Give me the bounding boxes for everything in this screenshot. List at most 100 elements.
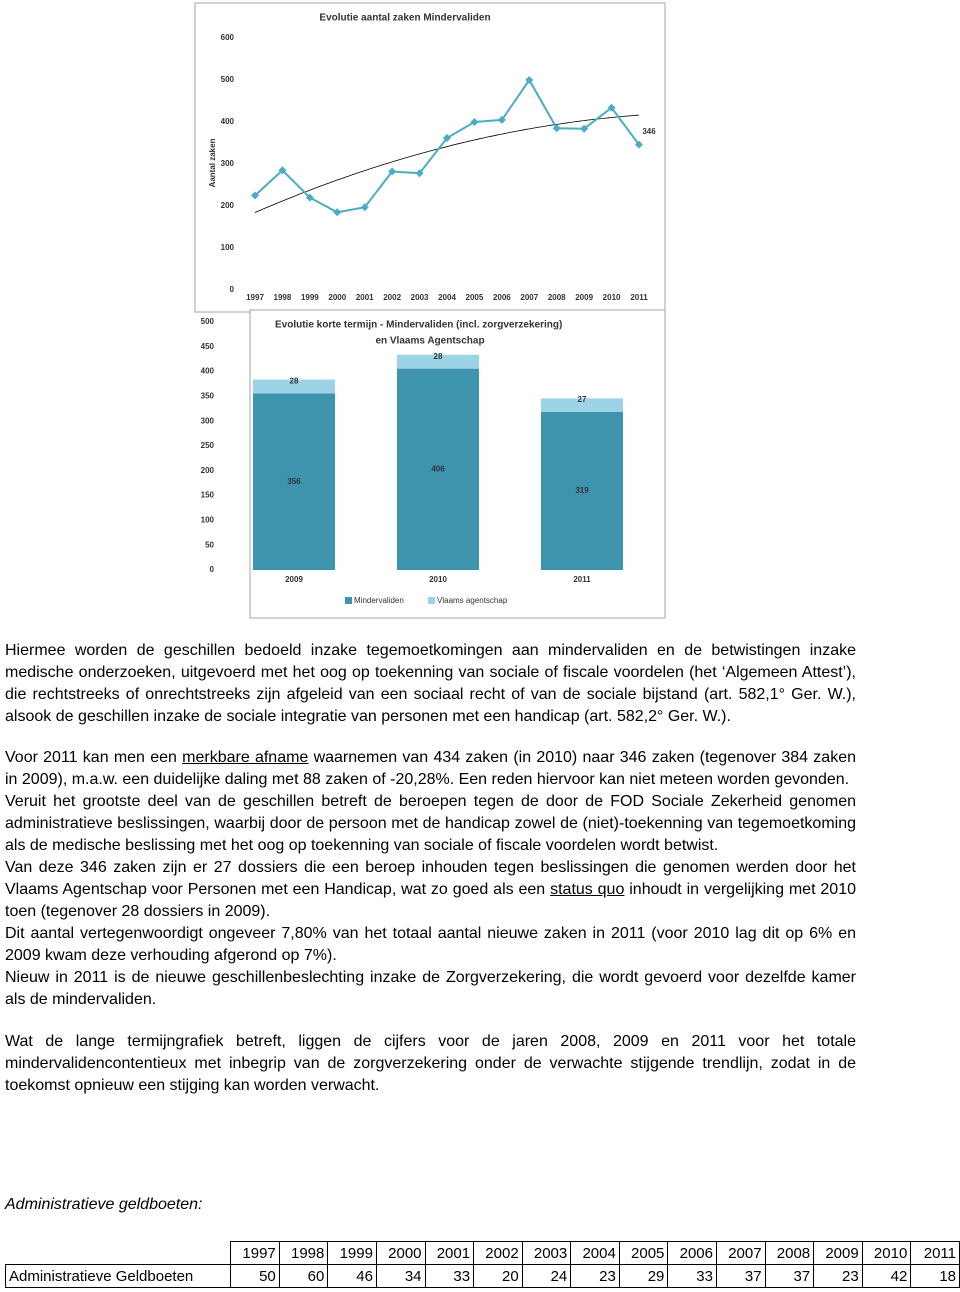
x-tick-label: 2006 <box>493 293 511 302</box>
x-tick-label: 2005 <box>466 293 484 302</box>
table: 1997 1998 1999 2000 2001 2002 2003 2004 2005 2006… <box>4 1241 960 1288</box>
marker <box>278 166 287 175</box>
header-cell: 2007 <box>715 1241 766 1265</box>
bar <box>397 368 479 570</box>
y-tick-label: 350 <box>201 392 215 401</box>
paragraph: Nieuw in 2011 is de nieuwe geschillenbes… <box>5 967 856 1011</box>
value-cell: 46 <box>327 1264 377 1288</box>
y-tick-label: 400 <box>221 117 235 126</box>
bar <box>541 411 623 570</box>
y-tick-label: 300 <box>221 159 235 168</box>
table-header: 1997 1998 1999 2000 2001 2002 2003 2004 2005 2006… <box>5 1241 960 1265</box>
value-cell: 20 <box>473 1264 523 1288</box>
underlined-text: status quo <box>550 881 625 898</box>
legend-label: Mindervaliden <box>354 596 404 605</box>
text-run: Van deze 346 zaken zijn er 27 dossiers d… <box>5 859 856 898</box>
trendline <box>254 114 640 213</box>
value-cell: 37 <box>715 1264 766 1288</box>
value-cell: 18 <box>910 1264 960 1288</box>
y-tick-label: 0 <box>210 565 215 574</box>
value-cell: 33 <box>424 1264 475 1288</box>
marker <box>635 140 643 149</box>
y-tick-label: 0 <box>230 285 235 294</box>
text-run: waarnemen van 434 zaken (in 2010) naar 3… <box>5 749 856 788</box>
y-tick-label: 600 <box>221 33 235 42</box>
marker <box>443 133 451 142</box>
y-tick-label: 50 <box>205 540 214 549</box>
y-tick-label: 100 <box>221 243 235 252</box>
legend-label: Vlaams agentschap <box>437 596 508 605</box>
y-tick-label: 250 <box>201 441 215 450</box>
x-tick-label: 2000 <box>328 293 346 302</box>
bar <box>253 379 335 394</box>
empty-cell <box>5 1241 232 1265</box>
value-cell: 50 <box>230 1264 280 1288</box>
y-tick-label: 450 <box>201 342 215 351</box>
paragraph: Wat de lange termijngrafiek betreft, lig… <box>5 1031 856 1097</box>
chart-title: Evolutie korte termijn - Mindervaliden (… <box>275 320 562 331</box>
text-run: Hiermee worden de geschillen bedoeld inz… <box>5 642 856 725</box>
marker <box>333 208 342 217</box>
x-tick-label: 2009 <box>285 575 303 584</box>
header-cell: 2006 <box>667 1241 717 1265</box>
y-tick-label: 300 <box>201 416 215 425</box>
x-tick-label: 2007 <box>520 293 538 302</box>
text-run: inhoudt in vergelijking met 2010 toen (t… <box>5 881 857 920</box>
x-tick-label: 2010 <box>603 293 621 302</box>
header-cell: 2009 <box>813 1241 863 1265</box>
text-run: Veruit het grootste deel van de geschill… <box>5 793 856 854</box>
x-tick-label: 2003 <box>411 293 429 302</box>
x-tick-label: 2011 <box>630 293 648 302</box>
paragraph: Hiermee worden de geschillen bedoeld inz… <box>5 640 856 728</box>
value-cell: 34 <box>375 1264 426 1288</box>
y-tick-label: 100 <box>201 516 215 525</box>
y-tick-label: 200 <box>201 466 215 475</box>
data-label: 346 <box>642 127 656 136</box>
marker <box>360 203 369 212</box>
marker <box>552 124 561 133</box>
bar <box>253 393 335 570</box>
x-tick-label: 2004 <box>438 293 456 302</box>
value-cell: 29 <box>618 1264 669 1288</box>
header-cell: 2000 <box>375 1241 426 1265</box>
header-cell: 2010 <box>861 1241 912 1265</box>
data-label: 27 <box>578 395 587 404</box>
x-tick-label: 1997 <box>246 293 264 302</box>
text-run: Wat de lange termijngrafiek betreft, lig… <box>5 1033 856 1094</box>
data-label: 28 <box>434 352 443 361</box>
data-label: 28 <box>290 377 299 386</box>
text-run: Dit aantal vertegenwoordigt ongeveer 7,8… <box>5 925 856 964</box>
bar <box>541 398 623 412</box>
y-tick-label: 400 <box>201 367 215 376</box>
chart-title: en Vlaams Agentschap <box>375 336 484 347</box>
marker <box>388 167 397 176</box>
value-cell: 42 <box>861 1264 912 1288</box>
bar <box>397 354 479 369</box>
value-cell: 33 <box>667 1264 717 1288</box>
text-run: Nieuw in 2011 is de nieuwe geschillenbes… <box>5 969 856 1008</box>
header-cell: 1999 <box>327 1241 377 1265</box>
data-label: 406 <box>431 464 445 473</box>
legend-swatch <box>428 597 435 604</box>
x-tick-label: 2010 <box>429 575 447 584</box>
value-cell: 60 <box>278 1264 329 1288</box>
body-text: Hiermee worden de geschillen bedoeld inz… <box>5 640 856 1097</box>
x-tick-label: 1998 <box>274 293 292 302</box>
header-cell: 1998 <box>278 1241 329 1265</box>
x-tick-label: 1999 <box>301 293 319 302</box>
x-tick-label: 2011 <box>573 575 591 584</box>
charts: Evolutie aantal zaken Mindervaliden Aanta… <box>194 2 666 619</box>
x-tick-label: 2001 <box>356 293 374 302</box>
heading: Administratieve geldboeten: <box>5 1196 203 1213</box>
header-cell: 2004 <box>570 1241 620 1265</box>
x-tick-label: 2009 <box>575 293 593 302</box>
header-cell: 2008 <box>764 1241 815 1265</box>
y-tick-label: 200 <box>221 201 235 210</box>
table-row: Administratieve Geldboeten 50 60 46 34 33 20 24… <box>4 1264 960 1288</box>
underlined-text: merkbare afname <box>182 749 309 766</box>
marker <box>607 103 616 112</box>
paragraph: Van deze 346 zaken zijn er 27 dossiers d… <box>5 857 856 923</box>
chart-title: Evolutie aantal zaken Mindervaliden <box>319 13 490 24</box>
y-tick-label: 500 <box>221 75 235 84</box>
